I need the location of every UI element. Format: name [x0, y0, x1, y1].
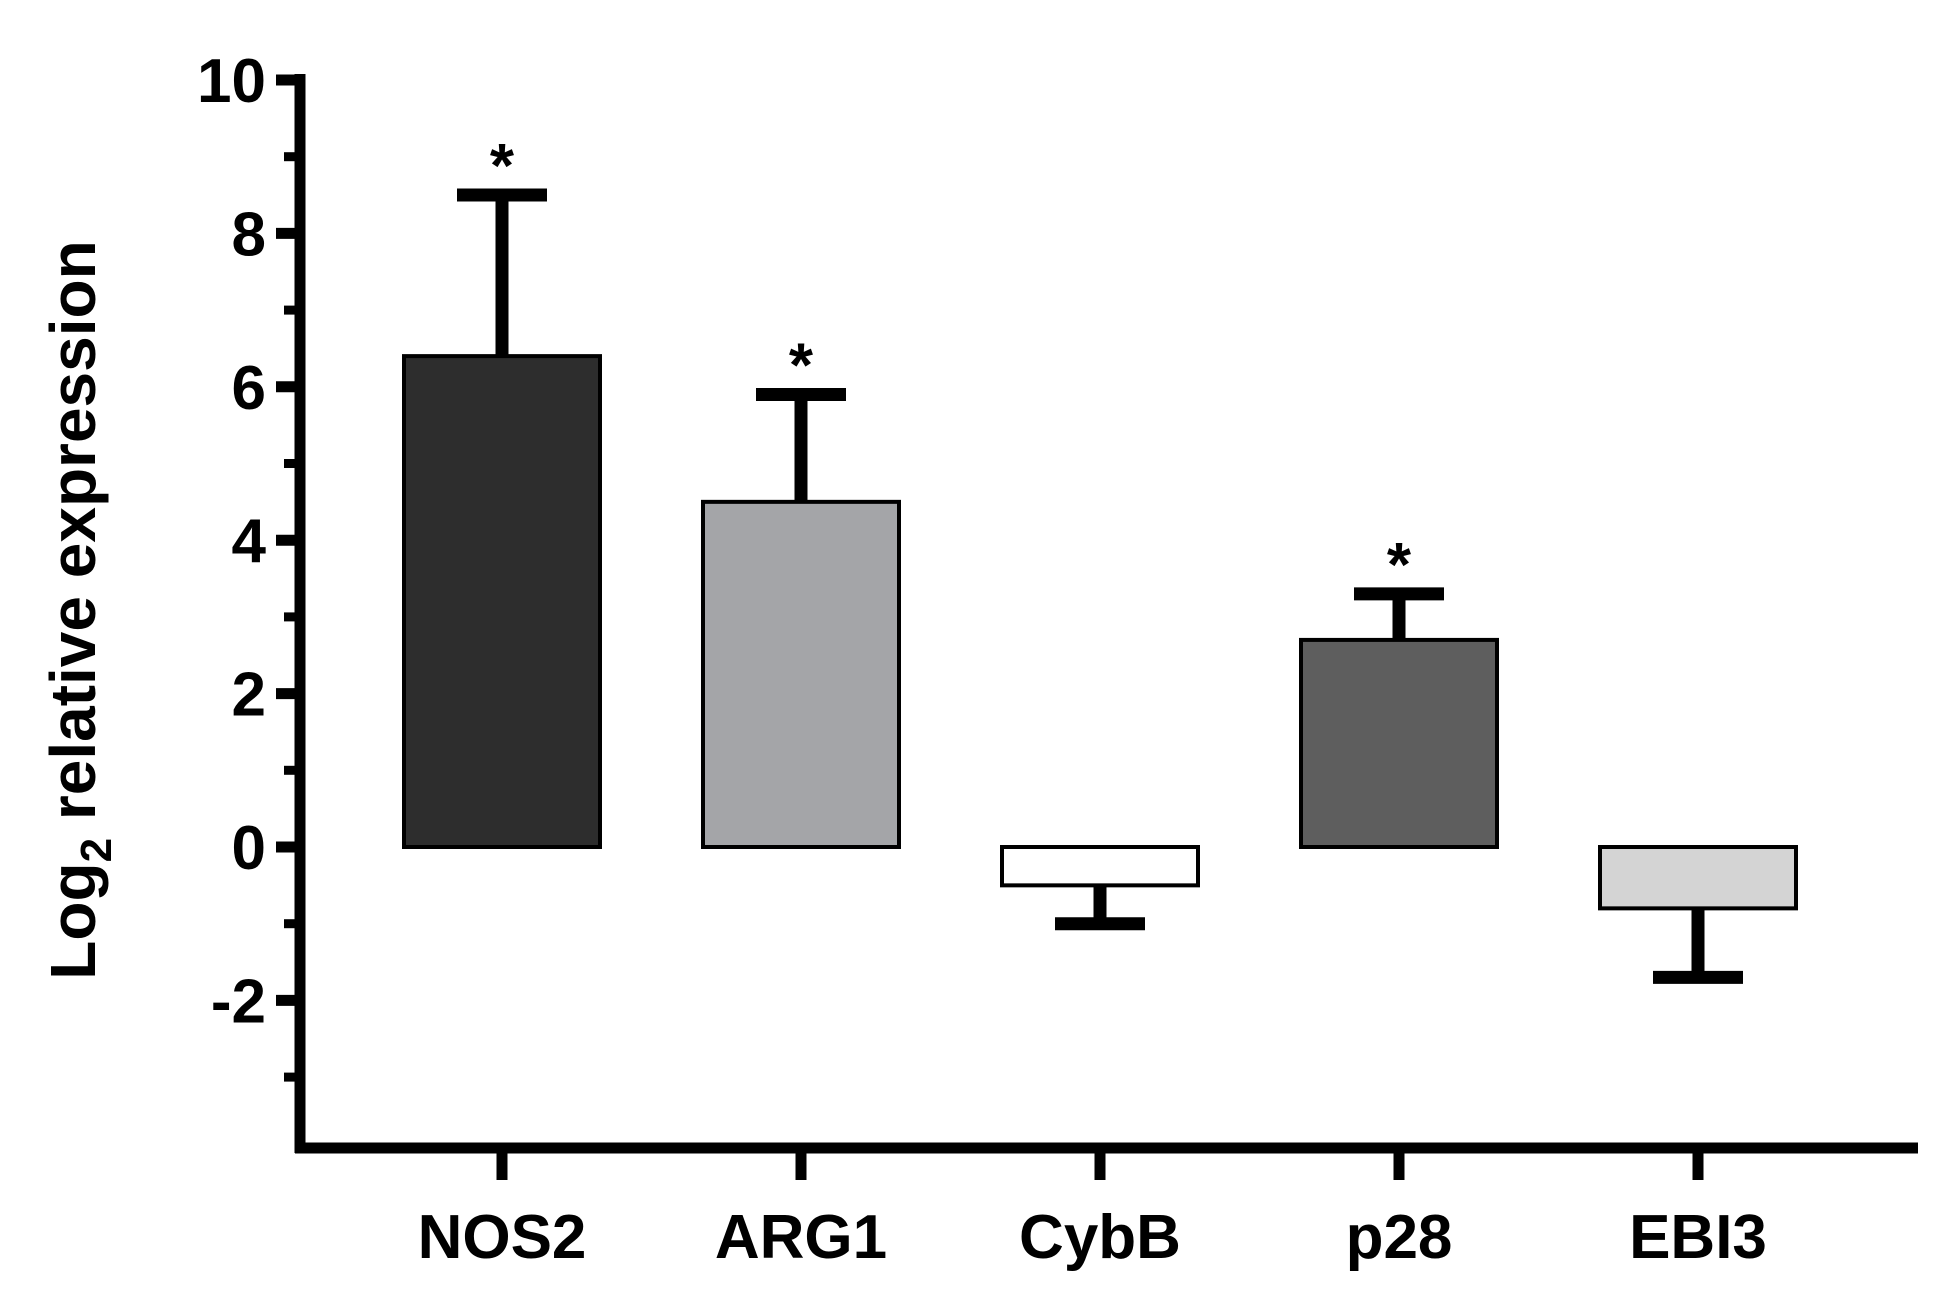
- x-tick-label: NOS2: [418, 1203, 587, 1272]
- significance-marker: *: [490, 132, 515, 201]
- x-tick-label: p28: [1346, 1203, 1453, 1272]
- bar-arg1: [701, 499, 901, 849]
- y-tick-label: 4: [232, 507, 267, 576]
- significance-marker: *: [1387, 531, 1412, 600]
- bar-p28: [1299, 637, 1499, 849]
- y-axis-label: Log2 relative expression: [37, 240, 121, 979]
- y-tick-label: 2: [232, 661, 266, 730]
- bar-ebi3: [1598, 845, 1798, 911]
- bar-cybb: [1000, 845, 1200, 888]
- x-tick-label: EBI3: [1629, 1203, 1767, 1272]
- x-tick-label: ARG1: [715, 1203, 887, 1272]
- y-tick-label: 10: [197, 47, 266, 116]
- y-axis-label-prefix: Log: [37, 862, 109, 979]
- y-tick-label: 0: [232, 814, 266, 883]
- bar-nos2: [402, 354, 602, 849]
- x-tick-label: CybB: [1019, 1203, 1181, 1272]
- y-tick-label: 6: [232, 354, 266, 423]
- marks-layer: * * *: [402, 132, 1798, 984]
- significance-marker: *: [789, 331, 814, 400]
- y-axis-label-suffix: relative expression: [37, 240, 109, 838]
- y-tick-label: -2: [211, 967, 266, 1036]
- y-axis-label-subscript: 2: [72, 838, 121, 862]
- svg-text:Log2 relative expression: Log2 relative expression: [37, 240, 121, 979]
- y-tick-label: 8: [232, 200, 266, 269]
- axes-layer: NOS2 ARG1 CybB p28 EBI3 -2 0 2 4 6 8 10: [197, 47, 1918, 1272]
